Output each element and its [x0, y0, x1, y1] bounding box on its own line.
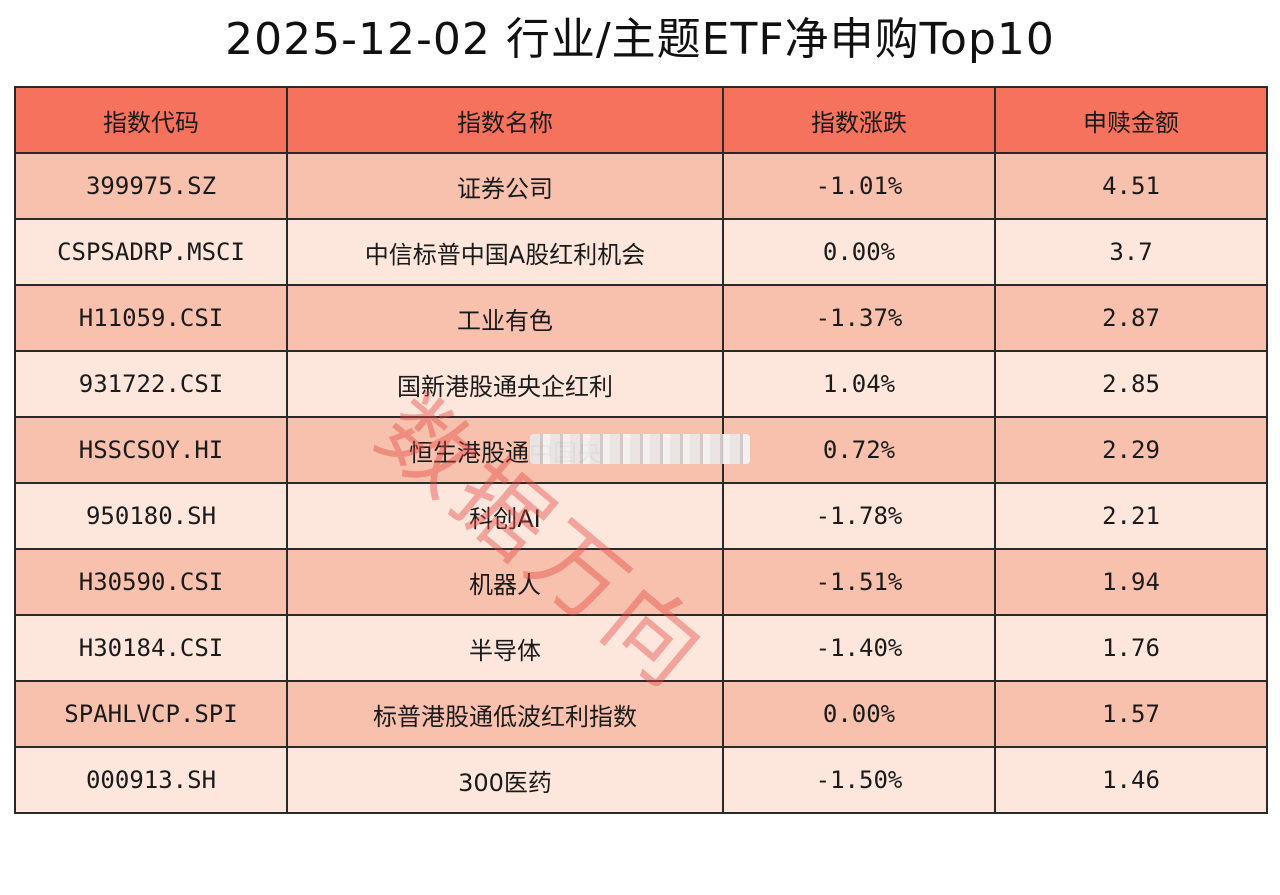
cell-index-change: -1.37%	[722, 284, 996, 352]
table-row: 399975.SZ 证券公司 -1.01% 4.51	[14, 152, 1268, 220]
table-row: H30590.CSI 机器人 -1.51% 1.94	[14, 548, 1268, 616]
cell-index-change: -1.78%	[722, 482, 996, 550]
cell-index-change: 1.04%	[722, 350, 996, 418]
cell-index-name: 中信标普中国A股红利机会	[286, 218, 724, 286]
cell-index-name: 机器人	[286, 548, 724, 616]
cell-net-amount: 4.51	[994, 152, 1268, 220]
page-title: 2025-12-02 行业/主题ETF净申购Top10	[225, 14, 1055, 65]
cell-net-amount: 1.46	[994, 746, 1268, 814]
cell-index-change: -1.01%	[722, 152, 996, 220]
cell-net-amount: 1.76	[994, 614, 1268, 682]
cell-index-code: HSSCSOY.HI	[14, 416, 288, 484]
table-row: 950180.SH 科创AI -1.78% 2.21	[14, 482, 1268, 550]
etf-table: 指数代码 指数名称 指数涨跌 申赎金额 399975.SZ 证券公司 -1.01% 4…	[14, 86, 1268, 814]
cell-index-change: 0.00%	[722, 218, 996, 286]
cell-net-amount: 1.94	[994, 548, 1268, 616]
cell-index-change: -1.40%	[722, 614, 996, 682]
cell-net-amount: 1.57	[994, 680, 1268, 748]
cell-index-code: CSPSADRP.MSCI	[14, 218, 288, 286]
column-header-code: 指数代码	[14, 86, 288, 154]
cell-index-name: 半导体	[286, 614, 724, 682]
redacted-blur	[530, 434, 750, 464]
cell-net-amount: 2.21	[994, 482, 1268, 550]
cell-net-amount: 3.7	[994, 218, 1268, 286]
table-body: 399975.SZ 证券公司 -1.01% 4.51 CSPSADRP.MSCI 中信标普…	[14, 152, 1268, 814]
cell-index-name: 证券公司	[286, 152, 724, 220]
cell-index-code: 931722.CSI	[14, 350, 288, 418]
cell-index-code: H30590.CSI	[14, 548, 288, 616]
cell-net-amount: 2.85	[994, 350, 1268, 418]
cell-index-change: -1.51%	[722, 548, 996, 616]
table-row: SPAHLVCP.SPI 标普港股通低波红利指数 0.00% 1.57	[14, 680, 1268, 748]
cell-index-change: -1.50%	[722, 746, 996, 814]
column-header-amount: 申赎金额	[994, 86, 1268, 154]
column-header-name: 指数名称	[286, 86, 724, 154]
table-row: H30184.CSI 半导体 -1.40% 1.76	[14, 614, 1268, 682]
cell-index-code: H11059.CSI	[14, 284, 288, 352]
table-header-row: 指数代码 指数名称 指数涨跌 申赎金额	[14, 86, 1268, 154]
cell-index-code: 399975.SZ	[14, 152, 288, 220]
cell-net-amount: 2.29	[994, 416, 1268, 484]
cell-index-name: 科创AI	[286, 482, 724, 550]
cell-index-code: 950180.SH	[14, 482, 288, 550]
table-row: H11059.CSI 工业有色 -1.37% 2.87	[14, 284, 1268, 352]
column-header-change: 指数涨跌	[722, 86, 996, 154]
cell-index-name: 国新港股通央企红利	[286, 350, 724, 418]
cell-index-change: 0.72%	[722, 416, 996, 484]
cell-index-code: H30184.CSI	[14, 614, 288, 682]
cell-index-code: 000913.SH	[14, 746, 288, 814]
cell-index-change: 0.00%	[722, 680, 996, 748]
cell-index-name: 300医药	[286, 746, 724, 814]
table-row: CSPSADRP.MSCI 中信标普中国A股红利机会 0.00% 3.7	[14, 218, 1268, 286]
cell-net-amount: 2.87	[994, 284, 1268, 352]
table-row: HSSCSOY.HI 恒生港股通中国央 0.72% 2.29	[14, 416, 1268, 484]
cell-index-name: 工业有色	[286, 284, 724, 352]
table-row: 000913.SH 300医药 -1.50% 1.46	[14, 746, 1268, 814]
cell-index-name: 标普港股通低波红利指数	[286, 680, 724, 748]
cell-index-code: SPAHLVCP.SPI	[14, 680, 288, 748]
table-row: 931722.CSI 国新港股通央企红利 1.04% 2.85	[14, 350, 1268, 418]
